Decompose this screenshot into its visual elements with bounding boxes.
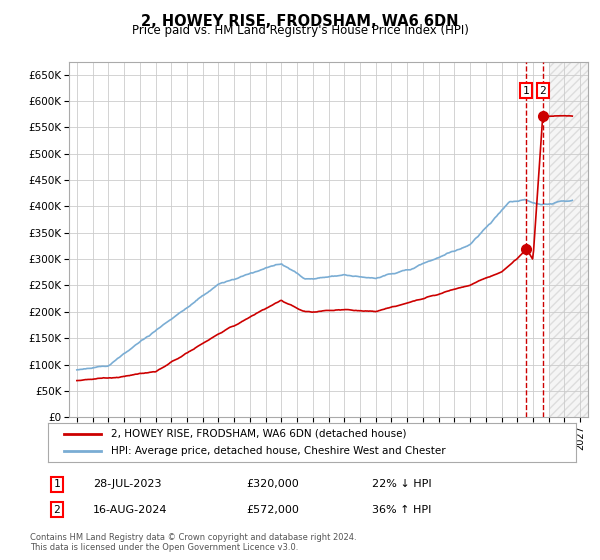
Text: 16-AUG-2024: 16-AUG-2024 xyxy=(93,505,167,515)
Text: Contains HM Land Registry data © Crown copyright and database right 2024.: Contains HM Land Registry data © Crown c… xyxy=(30,533,356,542)
Text: £320,000: £320,000 xyxy=(246,479,299,489)
Bar xyxy=(548,62,588,417)
Text: 2: 2 xyxy=(539,86,546,96)
Text: 36% ↑ HPI: 36% ↑ HPI xyxy=(372,505,431,515)
Text: 1: 1 xyxy=(523,86,530,96)
Text: £572,000: £572,000 xyxy=(246,505,299,515)
Text: HPI: Average price, detached house, Cheshire West and Chester: HPI: Average price, detached house, Ches… xyxy=(112,446,446,456)
Text: Price paid vs. HM Land Registry's House Price Index (HPI): Price paid vs. HM Land Registry's House … xyxy=(131,24,469,37)
Text: 1: 1 xyxy=(53,479,61,489)
Text: 2, HOWEY RISE, FRODSHAM, WA6 6DN: 2, HOWEY RISE, FRODSHAM, WA6 6DN xyxy=(141,14,459,29)
Text: 28-JUL-2023: 28-JUL-2023 xyxy=(93,479,161,489)
Text: 2: 2 xyxy=(53,505,61,515)
Text: 22% ↓ HPI: 22% ↓ HPI xyxy=(372,479,431,489)
Text: This data is licensed under the Open Government Licence v3.0.: This data is licensed under the Open Gov… xyxy=(30,543,298,552)
Text: 2, HOWEY RISE, FRODSHAM, WA6 6DN (detached house): 2, HOWEY RISE, FRODSHAM, WA6 6DN (detach… xyxy=(112,429,407,439)
